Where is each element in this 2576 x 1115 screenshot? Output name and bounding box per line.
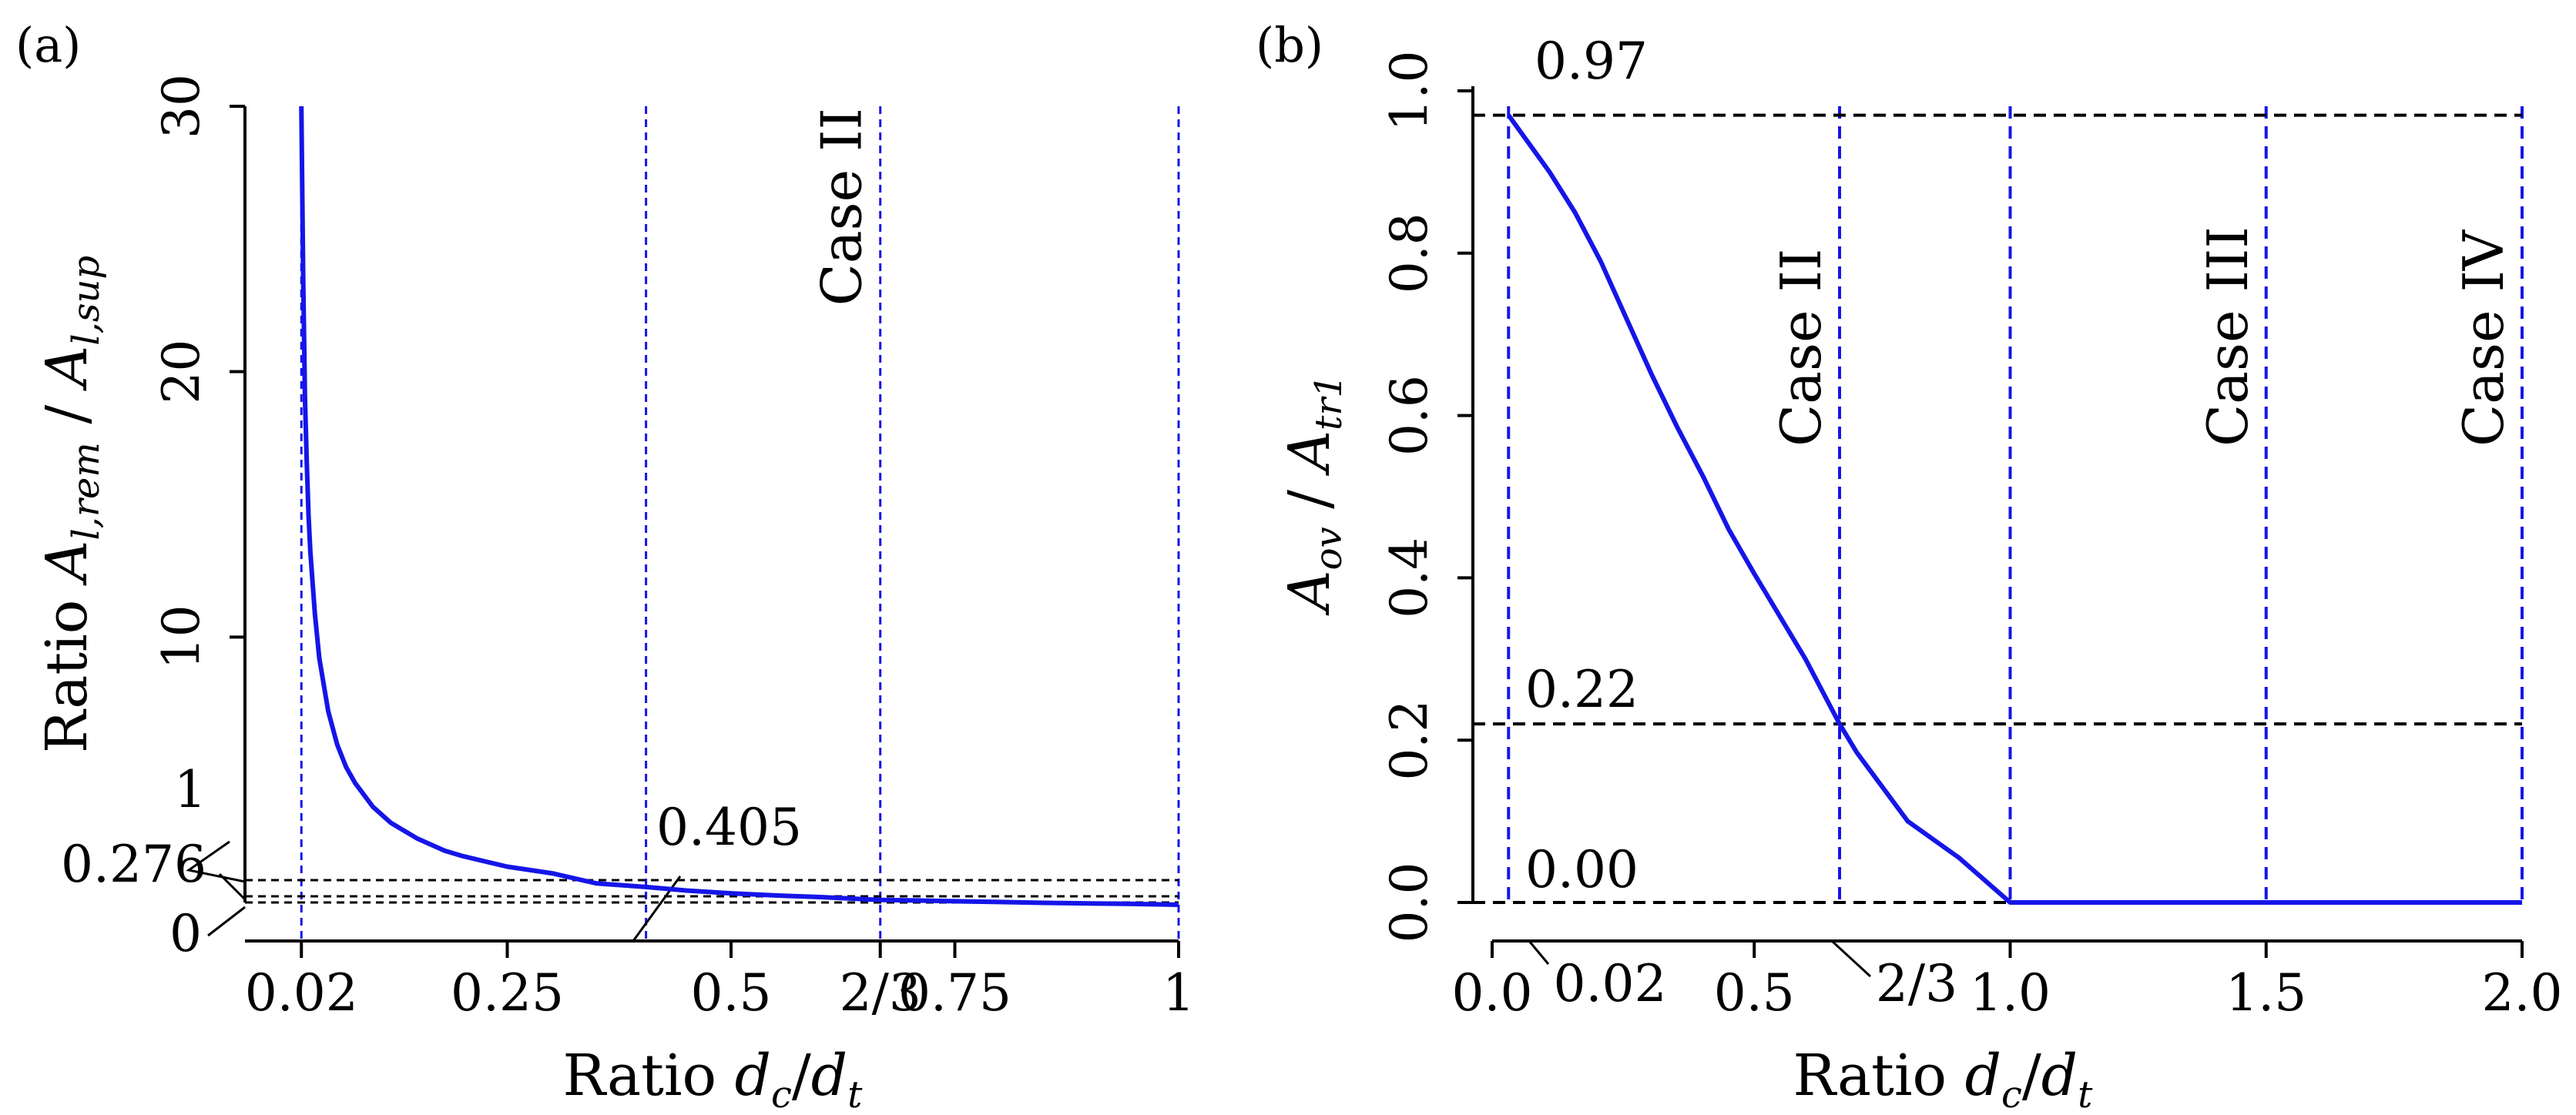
panel-b-curve	[1506, 113, 2522, 905]
panel-b-y-tick-label: 0.0	[1380, 862, 1439, 943]
panel-a-annotation-0276-label: 0.276	[61, 835, 206, 894]
panel-b-y-tick-label: 0.8	[1380, 213, 1439, 293]
panel-b: (b) 0.970.220.00 0.00.20.40.60.81.0 0.0 0…	[1256, 17, 2562, 1115]
panel-b-case-label: Case IV	[2451, 229, 2516, 447]
panel-b-guide-label: 0.97	[1535, 32, 1648, 91]
panel-b-x-tick-label: 1.0	[1970, 963, 2051, 1023]
panel-a-x-tick-label: 2/3	[840, 963, 921, 1023]
panel-b-annotation-leader-002	[1528, 940, 1550, 965]
panel-b-x-tick-label: 0.0	[1452, 963, 1533, 1023]
panel-a-annotation-leader-1	[186, 840, 246, 883]
panel-b-y-tick-label: 1.0	[1380, 51, 1439, 132]
panel-a-x-axis-title: Ratio dc/dt	[563, 1043, 864, 1115]
panel-a-label: (a)	[15, 17, 81, 73]
panel-a-annotation-leader-0276	[218, 872, 247, 901]
panel-a-annotation-0-label: 0	[169, 904, 202, 963]
panel-a-x-tick-label: 0.25	[451, 963, 564, 1023]
panel-b-x-tick-label: 2.0	[2482, 963, 2563, 1023]
panel-b-annotation-leader-23	[1830, 939, 1872, 978]
panel-a-annotation-leader-0	[207, 906, 246, 937]
panel-a-x-tick-label: 0.02	[245, 963, 358, 1023]
panel-a-curve	[299, 105, 1179, 907]
panel-a-y-tick-label: 10	[152, 604, 211, 669]
panel-b-case-labels: Case II Case III Case IV	[1769, 226, 2516, 447]
panel-b-y-tick-label: 0.6	[1380, 375, 1439, 456]
panel-b-x-axis-title: Ratio dc/dt	[1793, 1043, 2094, 1115]
panel-b-guide-labels: 0.97 0.22 0.00	[1525, 32, 1648, 899]
panel-a-y-ticks: 10 20 30	[152, 74, 245, 669]
panel-a-y-tick-label: 20	[152, 340, 211, 404]
panel-b-x-tick-label: 1.5	[2225, 963, 2306, 1023]
panel-a-y-tick-label: 30	[152, 74, 211, 139]
panel-a: (a) 10 20 30 0.02 0.25 0.5 2/30.75 1 1 0.276 0…	[15, 17, 1195, 1115]
panel-b-guide-label: 0.00	[1525, 840, 1639, 899]
panel-b-label: (b)	[1256, 17, 1323, 73]
panel-b-case-label: Case III	[2195, 226, 2260, 447]
panel-b-annotation-002-label: 0.02	[1554, 954, 1667, 1013]
panel-a-x-tick-label: 0.75	[898, 963, 1011, 1023]
panel-a-x-tick-label: 0.5	[691, 963, 772, 1023]
panel-b-guide-label: 0.22	[1525, 660, 1639, 719]
panel-a-point-annotation-label: 0.405	[656, 798, 802, 857]
panel-b-y-axis-title: Aov / Atr1	[1276, 374, 1350, 616]
panel-a-x-tick-label: 1	[1162, 963, 1195, 1023]
panel-a-case-label: Case II	[810, 108, 874, 306]
panel-a-annotation-1-label: 1	[174, 760, 206, 819]
panel-b-y-tick-label: 0.4	[1380, 537, 1439, 618]
panel-a-case-labels: Case II	[810, 108, 874, 306]
panel-b-case-label: Case II	[1769, 249, 1833, 447]
panel-b-y-ticks: 0.0 0.2 0.4 0.6 0.8 1.0	[1380, 51, 1473, 943]
panel-a-x-ticks: 0.02 0.25 0.5 2/30.75 1	[245, 941, 1195, 1023]
panel-b-y-tick-label: 0.2	[1380, 700, 1439, 781]
panel-b-x-tick-label: 0.5	[1714, 963, 1795, 1023]
panel-b-guides	[1473, 106, 2524, 904]
panel-b-annotation-23-label: 2/3	[1876, 954, 1957, 1013]
panel-b-x-ticks: 0.0 0.5 1.0 1.5 2.0	[1452, 941, 2563, 1023]
